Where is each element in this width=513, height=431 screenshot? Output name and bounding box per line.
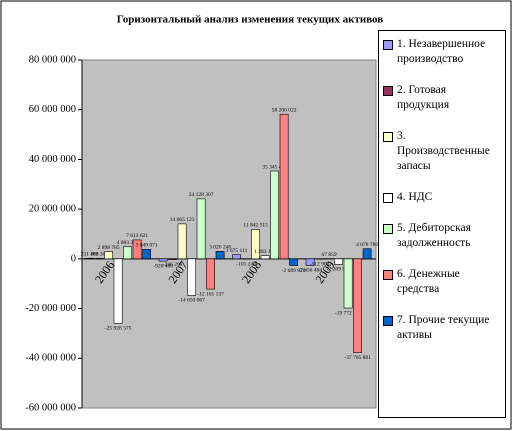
legend-item: 7. Прочие текущие активы xyxy=(383,313,501,343)
legend-swatch xyxy=(383,193,393,203)
value-label: 3 849 071 xyxy=(136,243,158,249)
legend: 1. Незавершенное производство 2. Готовая … xyxy=(378,30,506,418)
bar xyxy=(251,229,260,260)
legend-label: 4. НДС xyxy=(397,191,433,203)
bar xyxy=(260,255,270,260)
legend-swatch xyxy=(383,224,393,234)
legend-label: 2. Готовая продукция xyxy=(397,84,450,111)
bar xyxy=(113,258,123,324)
bar xyxy=(123,246,132,260)
y-tick-label: -20 000 000 xyxy=(25,303,76,314)
bar xyxy=(158,258,168,262)
legend-label: 5. Дебиторская задолженность xyxy=(397,222,471,249)
bar xyxy=(343,258,353,309)
legend-item: 1. Незавершенное производство xyxy=(383,37,501,67)
value-label: 11 842 515 xyxy=(243,223,268,229)
value-label: -2 656 484 xyxy=(298,268,322,274)
value-label: -2 209 572 xyxy=(327,267,351,273)
y-tick-label: -40 000 000 xyxy=(25,353,76,364)
value-label: -112 904 xyxy=(310,261,330,267)
legend-item: 2. Готовая продукция xyxy=(383,83,501,113)
bar xyxy=(232,254,241,260)
bar xyxy=(279,113,289,260)
value-label: 58 200 022 xyxy=(272,107,297,113)
legend-label: 3. Производственные запасы xyxy=(397,130,490,172)
plot-area xyxy=(81,59,377,409)
value-label: 2 898 785 xyxy=(98,245,120,251)
bar xyxy=(132,239,142,260)
bar xyxy=(334,258,343,265)
value-label: -25 928 575 xyxy=(105,326,132,332)
y-tick-label: 60 000 000 xyxy=(29,104,76,115)
value-label: -101 243 xyxy=(236,261,256,267)
value-label: 4 078 786 xyxy=(356,242,378,248)
legend-item: 4. НДС xyxy=(383,190,501,205)
value-label: 231 463 xyxy=(81,252,99,258)
value-label: 4 883 227 xyxy=(117,240,139,246)
legend-label: 7. Прочие текущие активы xyxy=(397,314,490,341)
value-label: -37 705 881 xyxy=(344,355,371,361)
bar xyxy=(305,258,315,266)
y-tick-label: 0 xyxy=(71,253,76,264)
bar xyxy=(353,258,362,353)
legend-item: 6. Денежные средства xyxy=(383,267,501,297)
chart-title: Горизонтальный анализ изменения текущих … xyxy=(117,14,384,26)
value-label: -2 689 970 xyxy=(282,268,306,274)
value-label: -14 650 067 xyxy=(178,298,205,304)
value-label: -12 161 137 xyxy=(197,291,224,297)
bar xyxy=(187,258,196,296)
legend-swatch xyxy=(383,316,393,326)
y-tick-label: 20 000 000 xyxy=(29,204,76,215)
value-label: 1 675 111 xyxy=(226,248,248,254)
legend-label: 6. Денежные средства xyxy=(397,268,460,295)
bar xyxy=(206,258,215,290)
legend-swatch xyxy=(383,86,393,96)
legend-swatch xyxy=(383,40,393,50)
legend-swatch xyxy=(383,132,393,142)
bar xyxy=(215,251,225,260)
value-label: 3 020 248 xyxy=(209,245,231,251)
value-label: -286 298 xyxy=(163,262,183,268)
legend-item: 5. Дебиторская задолженность xyxy=(383,221,501,251)
value-label: -926 480 xyxy=(153,263,173,269)
bar xyxy=(362,248,372,260)
bar xyxy=(196,198,206,260)
value-label: 67 859 xyxy=(322,252,337,258)
value-label: 186 366 xyxy=(90,252,108,258)
value-label: 14 065 123 xyxy=(170,217,195,223)
y-tick-label: -60 000 000 xyxy=(25,402,76,413)
bar xyxy=(177,223,187,260)
bar xyxy=(142,248,151,260)
bar xyxy=(289,258,298,266)
legend-swatch xyxy=(383,270,393,280)
bar xyxy=(168,258,177,260)
value-label: 1 283 128 xyxy=(254,249,276,255)
value-label: 35 345 497 xyxy=(262,164,287,170)
legend-label: 1. Незавершенное производство xyxy=(397,38,486,65)
bar xyxy=(104,251,113,260)
y-tick-label: 40 000 000 xyxy=(29,154,76,165)
bar xyxy=(85,257,94,260)
legend-item: 3. Производственные запасы xyxy=(383,129,501,174)
value-label: 24 128 307 xyxy=(189,192,214,198)
bar xyxy=(270,170,279,260)
value-label: -19 772 931 xyxy=(335,310,362,316)
value-label: 7 613 621 xyxy=(126,233,148,239)
y-tick-label: 80 000 000 xyxy=(29,54,76,65)
